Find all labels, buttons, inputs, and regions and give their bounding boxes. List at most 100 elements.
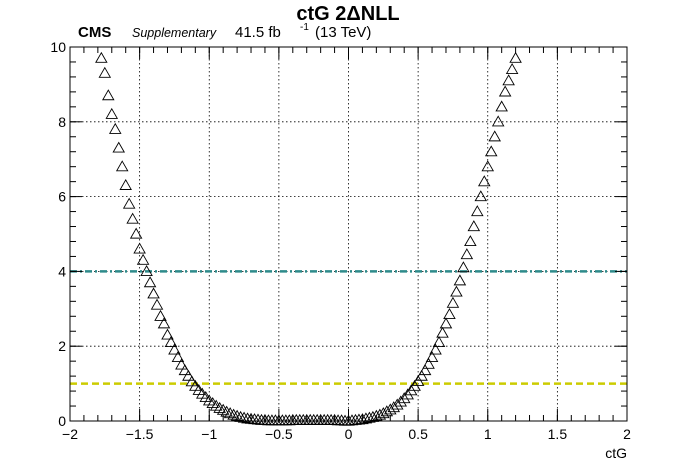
y-tick-label: 6 [58,189,66,205]
data-point [502,74,515,86]
data-point [415,369,428,381]
data-point [143,276,157,288]
y-tick-label: 2 [58,338,66,354]
data-point [491,115,505,127]
data-point [185,375,199,387]
data-point [98,66,112,78]
data-point [182,369,195,381]
x-axis-label: ctG [605,445,627,461]
x-tick-label: 1.5 [548,426,568,442]
data-point [484,145,498,157]
data-point [467,220,481,232]
data-point [356,413,369,425]
data-point [446,296,460,308]
data-point [443,308,456,319]
data-point [129,227,143,239]
x-tick-label: −1.5 [126,426,154,442]
data-point [147,287,160,299]
data-point [237,411,251,423]
y-tick-label: 10 [50,39,66,55]
data-point [234,410,247,422]
data-point [474,190,488,202]
cms-label: CMS [78,24,111,41]
data-point [377,407,390,419]
data-point [471,205,484,217]
data-point [161,328,174,340]
x-tick-label: −2 [62,426,78,442]
data-point [498,85,512,97]
data-point [359,412,373,424]
data-point [505,63,519,75]
x-tick-label: −0.5 [265,426,293,442]
x-tick-label: 1 [484,426,492,442]
data-point [495,100,508,112]
data-point [390,398,404,410]
chart-title: ctG 2ΔNLL [296,3,399,25]
data-point [112,141,126,153]
data-point [213,401,226,413]
x-tick-label: −1 [201,426,217,442]
y-tick-label: 8 [58,114,66,130]
data-point [453,274,467,286]
status-label: Supplementary [132,26,217,40]
data-point [108,122,122,134]
data-point [150,298,164,310]
reference-lines [70,270,627,385]
x-tick-label: 2 [623,426,631,442]
x-tick-label: 0.5 [408,426,428,442]
data-point [460,248,474,260]
data-point [227,408,240,420]
data-point [206,397,220,408]
lumi-exponent: -1 [300,22,309,33]
data-point [425,351,439,362]
data-point [477,175,491,187]
y-tick-label: 4 [58,263,66,279]
data-point [164,336,178,348]
data-point [220,405,233,417]
data-point [202,394,216,406]
y-tick-label: 0 [58,413,66,429]
data-point [450,285,463,297]
data-point [95,51,108,63]
data-point [394,395,407,407]
data-point [429,343,442,355]
data-point [122,197,136,209]
data-points [95,51,522,426]
data-point [102,89,115,101]
data-point [418,364,432,376]
data-point [432,336,446,348]
data-point [105,107,119,119]
grid [70,47,627,421]
data-point [230,409,244,421]
data-point [488,130,501,142]
axis-ticks: −2 −1.5 −1 −0.5 0 0.5 1 1.5 2 0 2 4 6 8 10 [50,39,631,442]
data-point [209,399,223,411]
data-point [115,160,129,172]
data-point [481,160,495,172]
data-point [119,178,132,190]
data-point [133,242,146,254]
data-point [136,253,150,265]
data-point [157,317,171,329]
data-point [422,357,435,369]
energy-label: (13 TeV) [315,24,371,41]
data-point [140,264,153,276]
data-point [223,407,237,419]
data-point [509,51,522,63]
data-point [168,343,181,355]
data-point [401,388,414,400]
data-point [175,358,188,370]
data-point [380,405,394,417]
x-tick-label: 0 [345,426,353,442]
data-point [154,309,167,321]
data-point [439,317,453,329]
data-point [171,351,185,362]
data-point [387,401,401,413]
data-point [178,364,192,376]
data-point [126,212,139,224]
data-point [436,326,449,338]
data-point [464,235,477,247]
data-point [397,392,411,404]
lumi-label: 41.5 fb [235,24,281,41]
